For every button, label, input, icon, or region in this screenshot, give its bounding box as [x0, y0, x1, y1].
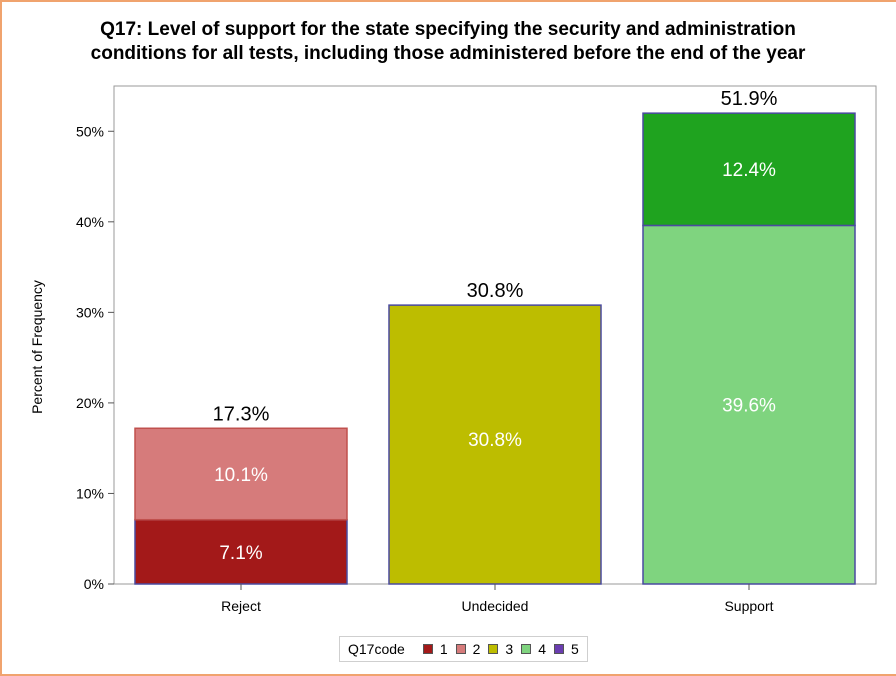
- bar-segment-undecided-3: [388, 304, 602, 585]
- legend-item-5: 5: [554, 641, 579, 657]
- y-tick-label: 10%: [76, 485, 104, 501]
- y-tick-label: 50%: [76, 123, 104, 139]
- segment-data-label: 10.1%: [214, 465, 268, 486]
- chart-title-line-1: Q17: Level of support for the state spec…: [100, 19, 796, 40]
- legend-title: Q17code: [348, 641, 405, 657]
- legend-label-4: 4: [538, 641, 547, 657]
- legend-swatch-1: [422, 644, 433, 654]
- bar-total-label: 51.9%: [721, 88, 778, 110]
- y-tick-label: 40%: [76, 214, 104, 230]
- y-tick-label: 0%: [84, 576, 104, 592]
- bar-segment-reject-2: [134, 427, 348, 521]
- legend-label-5: 5: [571, 641, 579, 657]
- legend-item-1: 1: [422, 641, 448, 657]
- x-tick-label: Reject: [221, 598, 261, 614]
- y-tick-label: 30%: [76, 304, 104, 320]
- x-tick-label: Undecided: [462, 598, 529, 614]
- legend-swatch-2: [455, 644, 466, 654]
- legend-item-3: 3: [488, 641, 513, 657]
- legend-item-2: 2: [455, 641, 481, 657]
- x-tick-label: Support: [724, 598, 773, 614]
- segment-data-label: 12.4%: [722, 160, 776, 181]
- segment-data-label: 30.8%: [468, 430, 522, 451]
- legend-swatch-3: [488, 644, 499, 654]
- y-axis-label: Percent of Frequency: [29, 280, 45, 414]
- segment-data-label: 39.6%: [722, 395, 776, 416]
- chart-title-line-2: conditions for all tests, including thos…: [90, 43, 806, 64]
- bar-segment-reject-1: [134, 518, 348, 585]
- legend: Q17code 1 2 3 4 5: [339, 636, 588, 662]
- bar-segment-support-5: [642, 112, 856, 227]
- legend-label-3: 3: [505, 641, 514, 657]
- segment-data-label: 7.1%: [219, 543, 262, 564]
- bar-total-label: 30.8%: [467, 280, 524, 302]
- chart-title: Q17: Level of support for the state spec…: [0, 18, 896, 66]
- y-tick-label: 20%: [76, 395, 104, 411]
- legend-swatch-4: [521, 644, 532, 654]
- legend-item-4: 4: [521, 641, 546, 657]
- legend-label-2: 2: [472, 641, 481, 657]
- legend-label-1: 1: [439, 641, 448, 657]
- legend-swatch-5: [554, 644, 565, 654]
- bar-total-label: 17.3%: [213, 403, 270, 425]
